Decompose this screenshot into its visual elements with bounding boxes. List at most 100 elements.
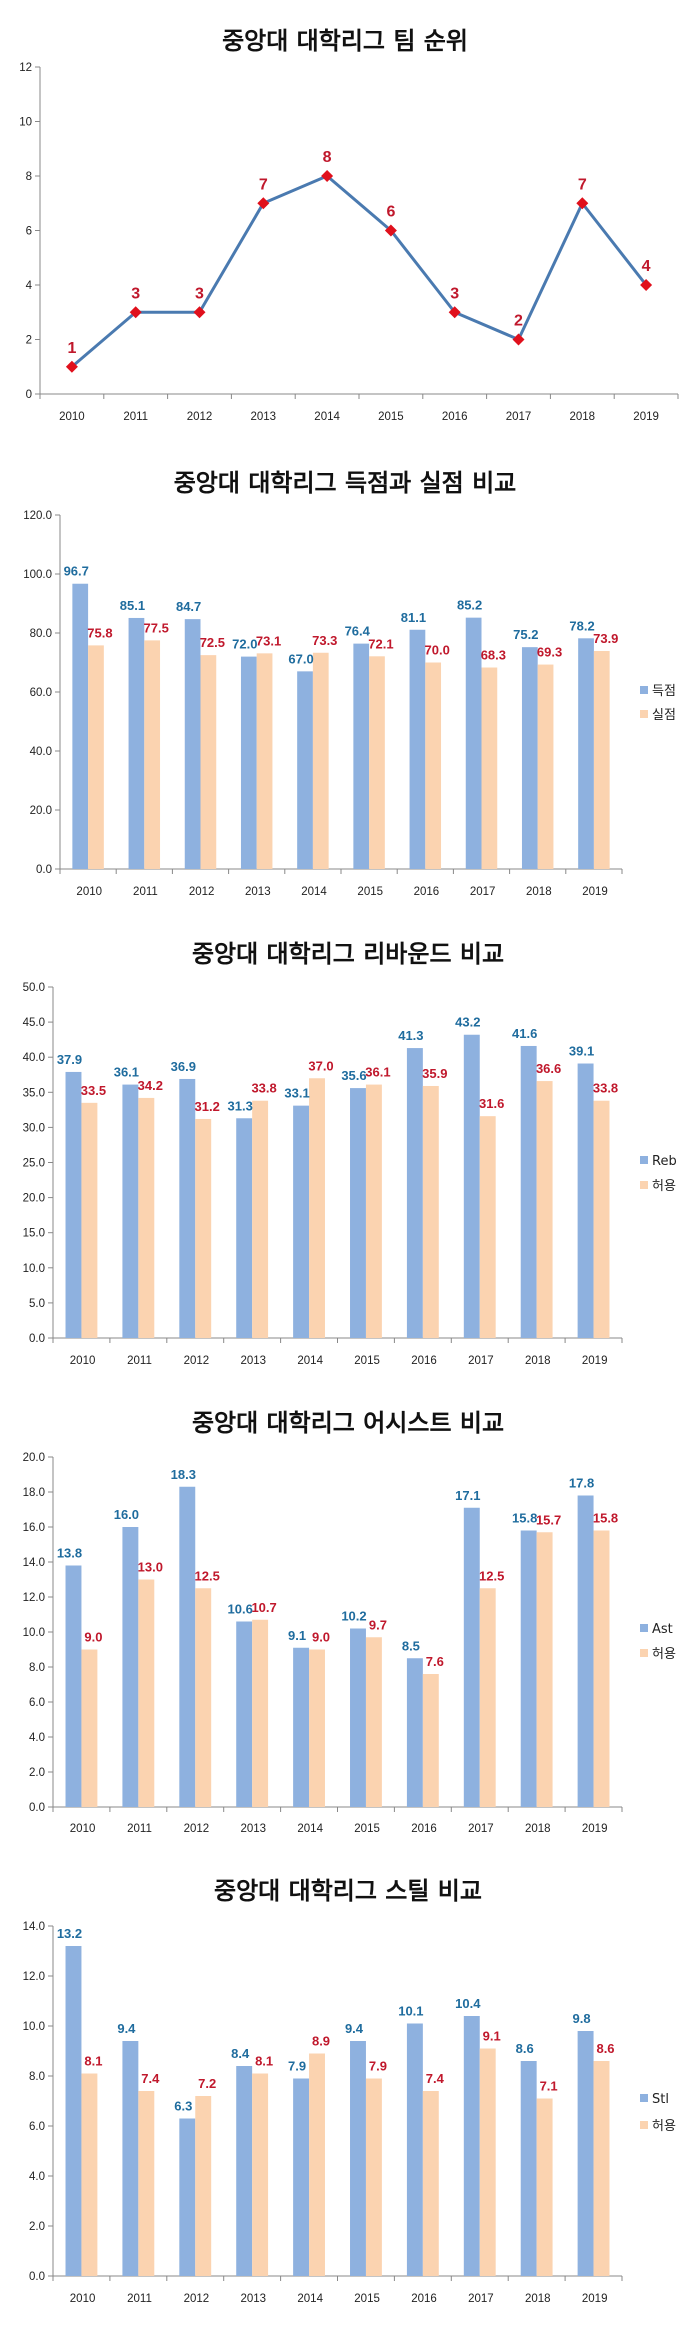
bar-secondary-label: 7.2 xyxy=(198,2076,216,2091)
chart-4: 중앙대 대학리그 어시스트 비교 0.0 2.0 4.0 6.0 8.0 10.0 12.0 1… xyxy=(23,1409,676,1835)
y-tick-label: 50.0 xyxy=(23,982,45,994)
bar-secondary-label: 35.9 xyxy=(422,1066,447,1081)
chart-title: 중앙대 대학리그 리바운드 비교 xyxy=(192,940,504,968)
y-tick-label: 8.0 xyxy=(29,1662,45,1674)
x-tick-label: 2013 xyxy=(240,2293,266,2305)
bar-primary xyxy=(293,2078,310,2276)
bar-primary-label: 78.2 xyxy=(569,618,594,633)
bar-secondary-label: 69.3 xyxy=(537,645,562,660)
y-tick-label: 14.0 xyxy=(23,1557,45,1569)
bar-primary-label: 76.4 xyxy=(345,624,371,639)
y-tick-label: 45.0 xyxy=(23,1017,45,1029)
rank-data-label: 8 xyxy=(323,149,332,166)
y-tick-label: 100.0 xyxy=(23,569,52,581)
x-tick-label: 2012 xyxy=(184,1355,210,1367)
x-tick-label: 2018 xyxy=(570,411,596,423)
bar-secondary-label: 7.1 xyxy=(540,2079,558,2094)
bar-primary xyxy=(578,638,594,869)
bar-secondary xyxy=(309,1078,325,1338)
x-tick-label: 2016 xyxy=(411,1355,437,1367)
rank-data-label: 3 xyxy=(450,285,459,302)
bar-secondary-label: 33.5 xyxy=(81,1083,106,1098)
y-tick-label: 40.0 xyxy=(23,1052,45,1064)
bar-primary-label: 9.4 xyxy=(345,2021,364,2036)
bar-secondary-label: 9.1 xyxy=(483,2029,501,2044)
y-tick-label: 25.0 xyxy=(23,1158,45,1170)
bar-secondary-label: 68.3 xyxy=(481,648,506,663)
x-tick-label: 2018 xyxy=(525,2293,551,2305)
bar-primary-label: 31.3 xyxy=(228,1098,253,1113)
bar-primary xyxy=(577,1063,594,1338)
x-tick-label: 2012 xyxy=(184,2293,210,2305)
legend-swatch xyxy=(640,1649,648,1657)
rank-data-label: 7 xyxy=(259,176,268,193)
bar-primary xyxy=(409,629,426,869)
bar-secondary-label: 33.8 xyxy=(593,1081,618,1096)
bar-secondary xyxy=(138,2091,155,2276)
bar-secondary-label: 7.4 xyxy=(141,2071,160,2086)
bar-primary xyxy=(179,1486,196,1807)
legend-swatch xyxy=(640,1624,648,1632)
bar-secondary-label: 70.0 xyxy=(425,643,450,658)
bar-primary xyxy=(520,1045,537,1338)
bar-secondary-label: 15.8 xyxy=(593,1511,618,1526)
bar-secondary-label: 73.9 xyxy=(593,631,618,646)
x-tick-label: 2019 xyxy=(582,886,608,898)
x-tick-label: 2011 xyxy=(127,2293,152,2305)
bar-primary-label: 9.4 xyxy=(117,2021,136,2036)
bar-secondary xyxy=(536,1081,553,1338)
bar-secondary-label: 72.5 xyxy=(200,635,225,650)
bar-primary xyxy=(297,671,313,869)
bar-primary xyxy=(128,617,145,869)
bar-secondary xyxy=(81,1102,98,1338)
bar-primary xyxy=(236,1621,253,1807)
x-tick-label: 2010 xyxy=(70,2293,96,2305)
x-tick-label: 2013 xyxy=(240,1355,266,1367)
bar-primary xyxy=(65,1946,82,2276)
bar-secondary xyxy=(593,650,610,869)
y-tick-label: 6.0 xyxy=(29,2121,45,2133)
bar-primary-label: 9.1 xyxy=(288,1628,306,1643)
legend-label: Reb xyxy=(652,1154,677,1169)
x-tick-label: 2018 xyxy=(525,1355,551,1367)
x-tick-label: 2017 xyxy=(506,411,532,423)
bar-primary xyxy=(463,2016,480,2276)
y-tick-label: 12.0 xyxy=(23,1971,45,1983)
x-tick-label: 2018 xyxy=(526,886,552,898)
bar-secondary-label: 36.6 xyxy=(536,1061,561,1076)
bar-primary-label: 16.0 xyxy=(114,1507,139,1522)
bar-secondary-label: 8.9 xyxy=(312,2034,330,2049)
bar-secondary-label: 13.0 xyxy=(138,1560,163,1575)
chart-title: 중앙대 대학리그 어시스트 비교 xyxy=(192,1409,504,1437)
bar-primary xyxy=(465,617,482,869)
y-tick-label: 10 xyxy=(19,117,32,129)
bar-secondary-label: 75.8 xyxy=(87,625,112,640)
bar-primary-label: 18.3 xyxy=(171,1467,196,1482)
x-tick-label: 2013 xyxy=(251,411,277,423)
bar-primary xyxy=(406,2023,423,2276)
bar-secondary xyxy=(81,2073,98,2276)
bar-secondary-label: 36.1 xyxy=(365,1065,390,1080)
bar-primary-label: 10.2 xyxy=(341,1609,366,1624)
y-tick-label: 6.0 xyxy=(29,1697,45,1709)
bar-secondary-label: 8.6 xyxy=(596,2041,614,2056)
bar-secondary xyxy=(144,640,161,869)
bar-secondary xyxy=(536,2098,553,2276)
x-tick-label: 2015 xyxy=(354,2293,380,2305)
bar-primary-label: 13.2 xyxy=(57,1926,82,1941)
chart-5: 중앙대 대학리그 스틸 비교 0.0 2.0 4.0 6.0 8.0 10.0 12.0 14.… xyxy=(23,1877,676,2305)
legend-label: 허용 xyxy=(652,1179,676,1194)
y-tick-label: 10.0 xyxy=(23,2021,45,2033)
y-tick-label: 18.0 xyxy=(23,1487,45,1499)
bar-primary-label: 8.4 xyxy=(231,2046,250,2061)
bar-primary xyxy=(406,1048,423,1338)
y-tick-label: 6 xyxy=(26,226,32,238)
y-tick-label: 10.0 xyxy=(23,1263,45,1275)
bar-secondary xyxy=(537,664,554,869)
bar-primary-label: 10.4 xyxy=(455,1996,481,2011)
bar-secondary xyxy=(593,2061,610,2276)
bar-primary-label: 35.6 xyxy=(341,1068,366,1083)
bar-primary-label: 85.1 xyxy=(120,598,145,613)
bar-secondary-label: 72.1 xyxy=(368,636,393,651)
legend-swatch xyxy=(640,1156,648,1164)
